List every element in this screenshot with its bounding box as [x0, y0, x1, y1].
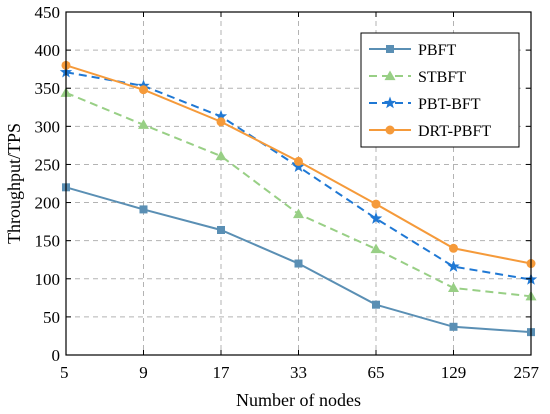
- tick-layer: 0 50 100 150 200 250 300 350 400 450 5 9 17 33 65 129 25…: [35, 3, 540, 382]
- data-point-drt-pbft: [449, 243, 458, 253]
- y-tick-label: 0: [52, 346, 61, 365]
- y-axis-label: Throughput/TPS: [4, 123, 24, 244]
- legend-label-drt-pbft: DRT-PBFT: [418, 123, 491, 140]
- data-point-stbft: [448, 282, 459, 293]
- legend-marker-stbft: [384, 70, 396, 81]
- legend-marker-drt-pbft: [385, 125, 395, 135]
- y-tick-label: 250: [35, 155, 61, 174]
- x-tick-label: 9: [139, 363, 148, 382]
- data-point-pbt-bft: [369, 212, 383, 224]
- x-tick-label: 5: [60, 363, 69, 382]
- data-point-pbt-bft: [214, 109, 228, 122]
- x-tick-label: 33: [290, 363, 307, 382]
- data-point-stbft: [370, 243, 382, 254]
- x-tick-label: 17: [213, 363, 231, 382]
- legend-label-stbft: STBFT: [418, 69, 466, 86]
- data-point-pbft: [139, 205, 148, 214]
- x-tick-label: 257: [514, 363, 540, 382]
- x-tick-label: 129: [441, 363, 467, 382]
- data-point-pbft: [217, 225, 225, 234]
- data-point-stbft: [138, 119, 149, 129]
- data-point-pbft: [372, 300, 380, 309]
- y-tick-label: 300: [35, 117, 61, 136]
- data-point-stbft: [293, 208, 304, 219]
- data-point-pbft: [294, 259, 303, 268]
- y-tick-label: 100: [35, 270, 61, 289]
- y-tick-label: 200: [35, 194, 61, 213]
- legend-label-pbt-bft: PBT-BFT: [418, 96, 481, 113]
- y-tick-label: 150: [35, 232, 61, 251]
- data-point-pbft: [449, 322, 458, 331]
- data-point-drt-pbft: [139, 85, 148, 95]
- legend-marker-pbt-bft: [383, 96, 397, 109]
- legend-label-pbft: PBFT: [418, 42, 456, 59]
- y-tick-label: 50: [43, 308, 60, 327]
- data-point-drt-pbft: [294, 156, 303, 166]
- y-tick-label: 350: [35, 79, 61, 98]
- series-layer: [59, 60, 538, 337]
- legend-marker-pbft: [386, 45, 394, 53]
- series-drt-pbft: [61, 60, 536, 269]
- data-point-pbt-bft: [447, 260, 460, 272]
- y-tick-label: 400: [35, 41, 61, 60]
- data-point-drt-pbft: [371, 199, 381, 209]
- data-point-stbft: [215, 150, 227, 161]
- data-point-pbt-bft: [292, 160, 305, 172]
- x-tick-label: 65: [368, 363, 385, 382]
- y-tick-label: 450: [35, 3, 61, 22]
- data-point-drt-pbft: [216, 117, 226, 127]
- x-axis-label: Number of nodes: [236, 390, 361, 410]
- legend: PBFT STBFT PBT-BFT DRT-PBFT: [360, 32, 520, 148]
